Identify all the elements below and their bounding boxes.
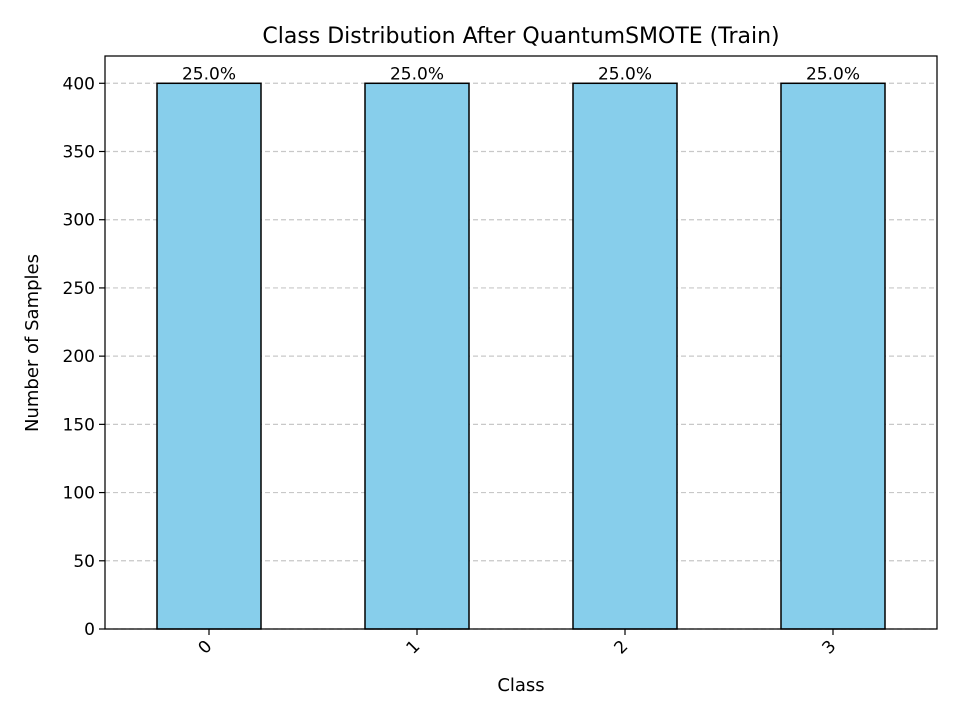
data-label: 25.0%: [390, 64, 444, 84]
y-tick-label: 400: [63, 74, 95, 94]
chart-title: Class Distribution After QuantumSMOTE (T…: [262, 24, 779, 49]
y-axis-ticks: 0 50 100 150 200 250 300 350 400: [63, 74, 105, 640]
y-tick-label: 50: [73, 552, 95, 572]
x-axis-label: Class: [497, 675, 544, 696]
data-label: 25.0%: [806, 64, 860, 84]
data-label: 25.0%: [182, 64, 236, 84]
bar-class-1: [364, 82, 470, 630]
data-label: 25.0%: [598, 64, 652, 84]
y-tick-label: 200: [63, 347, 95, 367]
y-tick-label: 0: [84, 620, 95, 640]
bar-class-3: [780, 82, 886, 630]
bar-class-2: [572, 82, 678, 630]
y-tick-label: 300: [63, 211, 95, 231]
y-tick-label: 150: [63, 415, 95, 435]
x-tick-label: 1: [403, 637, 425, 659]
data-labels: 25.0% 25.0% 25.0% 25.0%: [182, 64, 860, 84]
x-tick-label: 2: [611, 637, 633, 659]
y-tick-label: 350: [63, 143, 95, 163]
x-tick-label: 3: [819, 637, 841, 659]
bars: [156, 82, 886, 630]
bar-class-0: [156, 82, 262, 630]
x-axis-ticks: 0 1 2 3: [195, 629, 841, 659]
y-tick-label: 250: [63, 279, 95, 299]
plot-frame: [104, 55, 938, 630]
y-axis-label: Number of Samples: [22, 254, 43, 432]
y-tick-label: 100: [63, 484, 95, 504]
x-tick-label: 0: [195, 637, 217, 659]
